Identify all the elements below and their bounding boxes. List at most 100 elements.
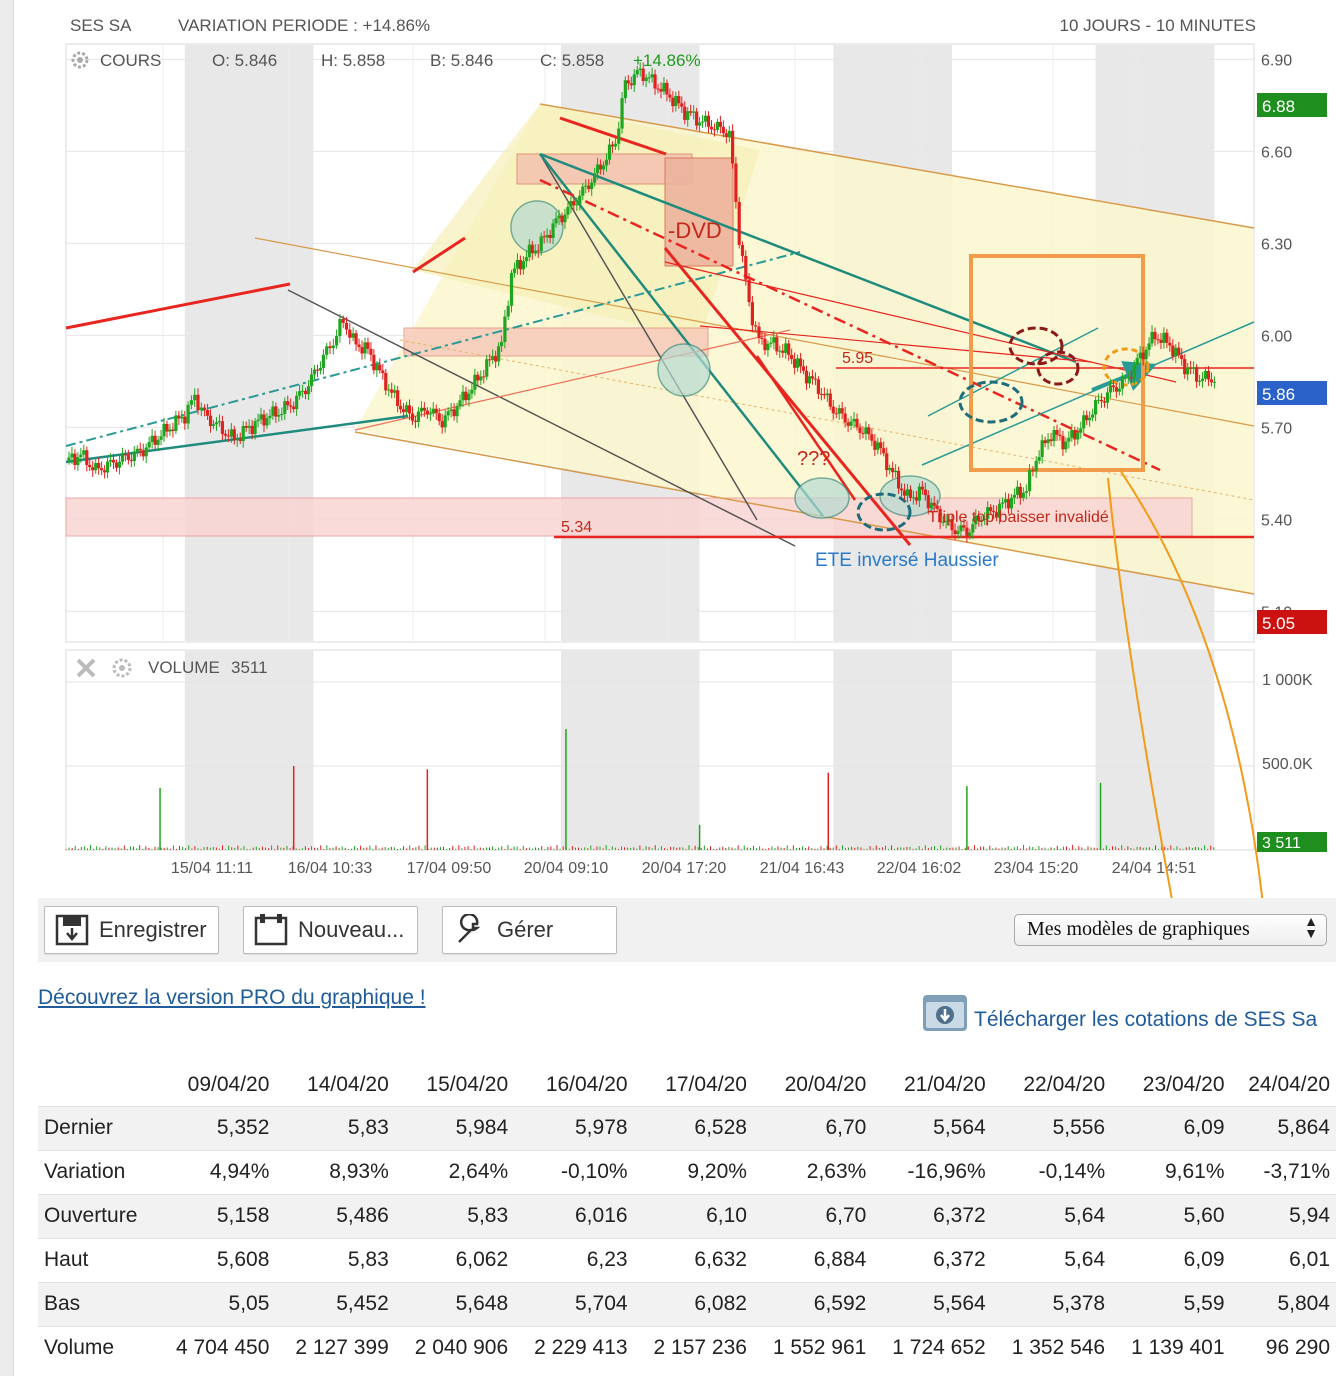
candle-body <box>259 414 263 420</box>
table-cell: 5,608 <box>156 1237 276 1282</box>
candle-body <box>965 527 969 536</box>
gear-icon[interactable] <box>71 51 89 69</box>
volume-bars <box>65 729 1215 850</box>
candle-body <box>404 405 409 413</box>
candle-body <box>1037 456 1041 461</box>
candle-body <box>542 236 546 238</box>
candle-body <box>437 413 441 422</box>
chart-models-select[interactable]: Mes modèles de graphiques ▲ ▼ <box>1014 914 1327 946</box>
candle-body <box>390 389 394 393</box>
price-chart[interactable]: SES SA VARIATION PERIODE : +14.86% 10 JO… <box>0 0 1336 900</box>
candle-body <box>855 418 859 428</box>
candle-body <box>396 390 400 406</box>
candle-body <box>180 416 184 419</box>
close-icon[interactable] <box>76 658 96 678</box>
table-cell: 5,978 <box>514 1105 634 1150</box>
candle-body <box>211 424 216 427</box>
question-label: ??? <box>797 448 830 470</box>
download-quotes-link[interactable]: Télécharger les cotations de SES Sa <box>974 1008 1318 1031</box>
pro-version-link[interactable]: Découvrez la version PRO du graphique ! <box>38 986 426 1009</box>
new-document-icon <box>254 914 288 946</box>
candle-body <box>604 159 609 166</box>
candle-body <box>256 419 260 422</box>
candle-body <box>1168 342 1172 346</box>
candle-body <box>1046 439 1050 444</box>
table-cell: 8,93% <box>275 1149 395 1194</box>
candle-body <box>318 367 323 371</box>
candle-body <box>488 359 492 361</box>
stock-name: SES SA <box>70 16 132 35</box>
candle-body <box>793 359 797 368</box>
table-cell: 1 724 652 <box>872 1325 992 1370</box>
time-tick: 22/04 16:02 <box>877 860 962 877</box>
low-badge-text: 5.05 <box>1262 614 1295 633</box>
candle-body <box>932 502 936 506</box>
candle-body <box>635 70 639 75</box>
candle-body <box>617 128 621 144</box>
candle-body <box>138 448 142 451</box>
candle-body <box>715 121 720 130</box>
table-row: Haut 5,608 5,83 6,062 6,23 6,632 6,884 6,372 5,6… <box>38 1237 1336 1282</box>
new-button[interactable]: Nouveau... <box>243 906 418 954</box>
candle-body <box>229 429 233 437</box>
session-band <box>1095 651 1215 849</box>
candle-body <box>338 319 342 337</box>
candle-body <box>590 182 594 190</box>
candle-body <box>1162 332 1166 343</box>
volume-gear-icon[interactable] <box>112 658 132 678</box>
candle-body <box>1015 486 1019 495</box>
candle-body <box>1206 370 1211 380</box>
candle-body <box>914 497 919 501</box>
table-cell: 6,09 <box>1111 1237 1231 1282</box>
table-cell: 2,64% <box>394 1149 515 1194</box>
manage-button[interactable]: Gérer <box>442 906 617 954</box>
candle-body <box>485 359 489 377</box>
candle-body <box>530 244 534 254</box>
candle-body <box>177 415 181 419</box>
session-band <box>833 651 953 849</box>
candle-body <box>831 406 835 414</box>
candle-body <box>545 234 549 238</box>
candle-body <box>569 201 573 207</box>
candle-body <box>153 435 157 445</box>
table-cell: 5,158 <box>156 1193 276 1238</box>
level-595-label: 5.95 <box>842 350 873 367</box>
candle-body <box>381 370 385 373</box>
open-value: O: 5.846 <box>212 51 277 70</box>
level-534-label: 5.34 <box>561 519 592 536</box>
candle-body <box>162 423 166 437</box>
table-cell: 1 352 546 <box>991 1325 1112 1370</box>
candle-body <box>563 214 567 223</box>
candle-body <box>67 457 71 462</box>
save-icon <box>55 914 89 946</box>
candle-body <box>1200 378 1205 381</box>
candle-body <box>401 409 406 413</box>
volume-session-shading <box>184 651 1215 849</box>
candle-body <box>171 429 175 431</box>
table-cell: 9,61% <box>1111 1149 1231 1194</box>
candle-body <box>168 429 172 432</box>
candle-body <box>262 414 266 426</box>
candle-body <box>997 503 1002 518</box>
volume-value: 3511 <box>231 658 268 677</box>
table-cell: 1 139 401 <box>1111 1325 1231 1370</box>
candle-body <box>1082 415 1086 429</box>
candle-body <box>217 421 222 423</box>
candle-body <box>772 337 776 343</box>
candle-body <box>754 325 758 327</box>
candle-body <box>527 244 531 258</box>
save-button[interactable]: Enregistrer <box>44 906 219 954</box>
download-icon[interactable] <box>922 994 968 1032</box>
time-tick: 20/04 17:20 <box>642 860 727 877</box>
table-cell: 6,10 <box>633 1193 753 1238</box>
price-tick: 6.00 <box>1261 328 1292 345</box>
candle-body <box>620 98 624 129</box>
candle-body <box>85 450 89 465</box>
candle-body <box>189 400 193 405</box>
candle-body <box>303 390 308 395</box>
candle-body <box>801 366 806 371</box>
high-badge-text: 6.88 <box>1262 97 1295 116</box>
table-cell: 6,528 <box>633 1105 753 1150</box>
candle-body <box>989 507 993 511</box>
table-header-date: 24/04/20 <box>1248 1072 1330 1096</box>
